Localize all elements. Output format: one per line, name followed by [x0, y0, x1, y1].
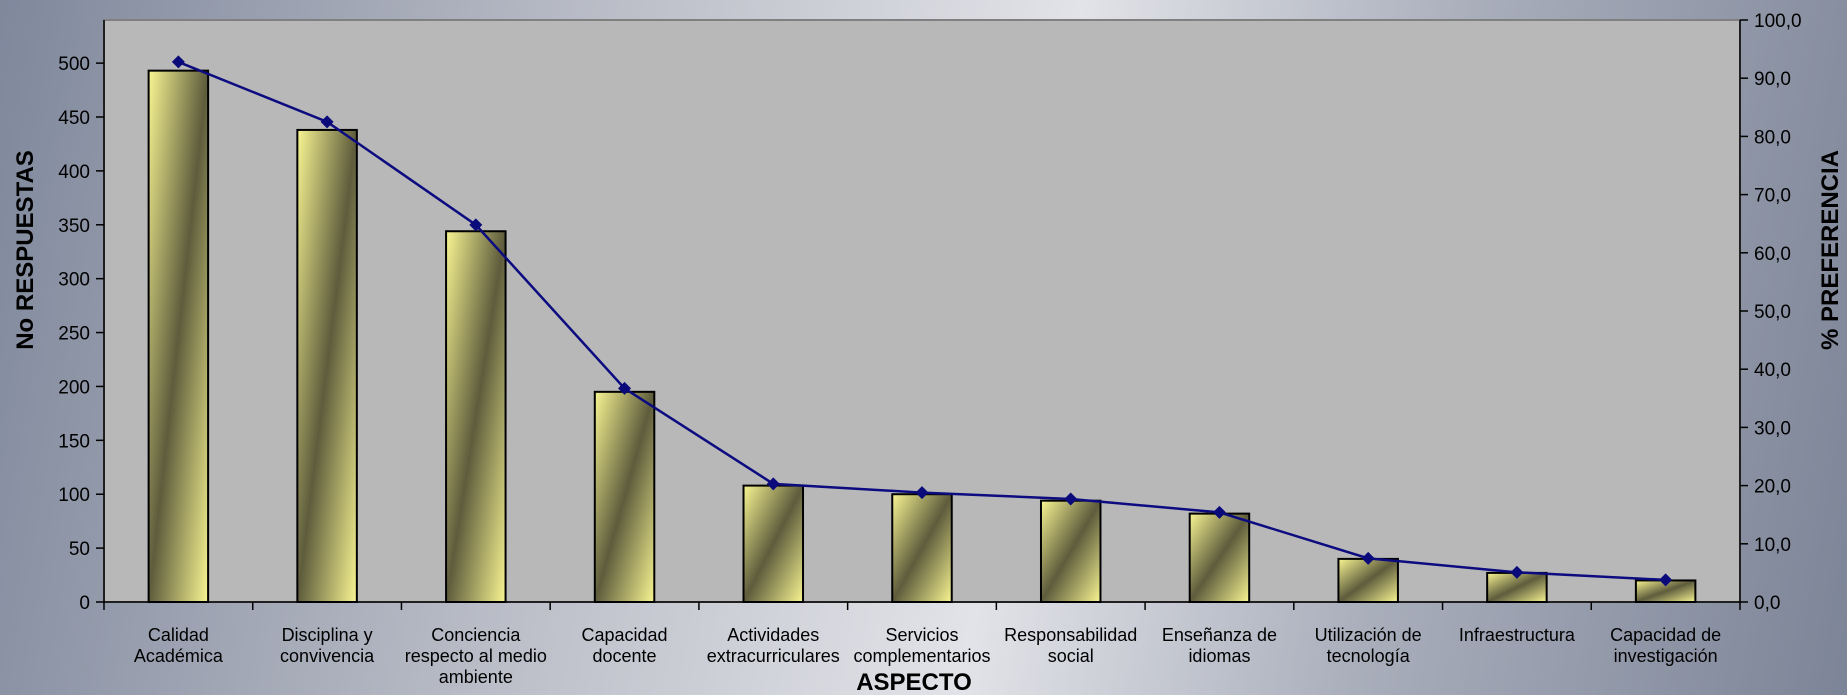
category-label-0: Calidad Académica — [134, 625, 224, 666]
y2-tick-label-6: 60,0 — [1754, 244, 1791, 265]
category-label-8: Utilización de tecnología — [1315, 625, 1422, 666]
line-point-5 — [915, 486, 929, 500]
y-tick-label-9: 450 — [58, 108, 90, 129]
category-label-5: Servicios complementarios — [853, 625, 990, 666]
right-axis-ticks: 0,0 10,0 20,0 30,0 40,0 50,0 60,0 70,0 80,0 90,0 1… — [1740, 11, 1802, 614]
category-label-7: Enseñanza de idiomas — [1162, 625, 1277, 666]
category-label-6: Responsabilidad social — [1004, 625, 1137, 666]
y-tick-label-10: 500 — [58, 54, 90, 75]
y2-tick-label-10: 100,0 — [1754, 11, 1802, 32]
line-point-8 — [1361, 551, 1375, 565]
category-label-1: Disciplina y convivencia — [280, 625, 375, 666]
bar-7 — [1188, 512, 1251, 603]
line-point-2 — [469, 218, 483, 232]
y2-tick-label-1: 10,0 — [1754, 535, 1791, 556]
left-axis-ticks: 0 50 100 150 200 250 300 350 400 450 500 — [58, 54, 104, 614]
y2-tick-label-7: 70,0 — [1754, 186, 1791, 207]
y2-tick-label-0: 0,0 — [1754, 593, 1780, 614]
line-point-3 — [618, 381, 632, 395]
bar-1 — [296, 128, 358, 604]
line-point-7 — [1212, 505, 1226, 519]
category-label-4: Actividades extracurriculares — [707, 625, 840, 666]
y-tick-label-7: 350 — [58, 216, 90, 237]
bar-series — [147, 69, 1697, 604]
bar-6 — [1039, 499, 1102, 604]
category-label-2: Conciencia respecto al medio ambiente — [405, 625, 547, 687]
category-label-10: Capacidad de investigación — [1610, 625, 1721, 666]
category-label-3: Capacidad docente — [582, 625, 668, 666]
bar-0 — [147, 69, 210, 603]
x-axis-title: ASPECTO — [856, 669, 972, 695]
y2-tick-label-8: 80,0 — [1754, 127, 1791, 148]
y2-axis-title: % PREFERENCIA — [1817, 150, 1844, 350]
preference-markers — [171, 55, 1673, 587]
y-tick-label-0: 0 — [79, 593, 90, 614]
bar-5 — [891, 493, 953, 604]
bar-8 — [1337, 557, 1399, 604]
y-axis-title: No RESPUESTAS — [12, 150, 39, 350]
y2-tick-label-4: 40,0 — [1754, 360, 1791, 381]
category-label-9: Infraestructura — [1459, 625, 1576, 645]
y2-tick-label-5: 50,0 — [1754, 302, 1791, 323]
line-point-1 — [320, 115, 334, 129]
y2-tick-label-9: 90,0 — [1754, 69, 1791, 90]
line-point-9 — [1510, 565, 1524, 579]
category-labels: Calidad Académica Disciplina y convivencia C… — [134, 625, 1721, 687]
bar-4 — [742, 484, 805, 604]
y-tick-label-5: 250 — [58, 324, 90, 345]
bar-3 — [593, 390, 656, 604]
line-point-6 — [1064, 492, 1078, 506]
bar-2 — [445, 230, 507, 603]
y-tick-label-2: 100 — [58, 485, 90, 506]
y-tick-label-8: 400 — [58, 162, 90, 183]
line-point-0 — [171, 55, 185, 69]
y2-tick-label-2: 20,0 — [1754, 477, 1791, 498]
y2-tick-label-3: 30,0 — [1754, 418, 1791, 439]
y-tick-label-6: 300 — [58, 270, 90, 291]
y-tick-label-1: 50 — [69, 539, 90, 560]
line-point-4 — [766, 477, 780, 491]
line-point-10 — [1659, 573, 1673, 587]
y-tick-label-3: 150 — [58, 431, 90, 452]
y-tick-label-4: 200 — [58, 377, 90, 398]
